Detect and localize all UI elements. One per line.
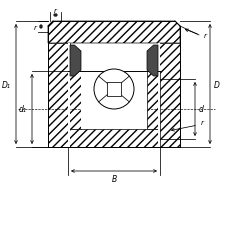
Polygon shape xyxy=(146,72,159,129)
Text: r: r xyxy=(34,25,37,30)
Polygon shape xyxy=(81,72,146,129)
Text: B: B xyxy=(111,174,116,183)
Polygon shape xyxy=(157,44,159,147)
Polygon shape xyxy=(146,46,157,77)
Polygon shape xyxy=(68,44,70,147)
Polygon shape xyxy=(70,46,81,77)
Text: r: r xyxy=(54,8,57,14)
Text: d₁: d₁ xyxy=(19,105,27,114)
Polygon shape xyxy=(48,22,179,44)
Bar xyxy=(106,83,120,97)
Text: D: D xyxy=(213,80,219,89)
Text: r: r xyxy=(203,33,206,39)
Polygon shape xyxy=(68,129,159,147)
Text: D₁: D₁ xyxy=(2,80,11,89)
Text: r: r xyxy=(200,120,203,125)
Text: d: d xyxy=(198,105,203,114)
Polygon shape xyxy=(48,44,70,147)
Polygon shape xyxy=(68,72,81,129)
Circle shape xyxy=(94,70,134,109)
Polygon shape xyxy=(157,44,179,147)
